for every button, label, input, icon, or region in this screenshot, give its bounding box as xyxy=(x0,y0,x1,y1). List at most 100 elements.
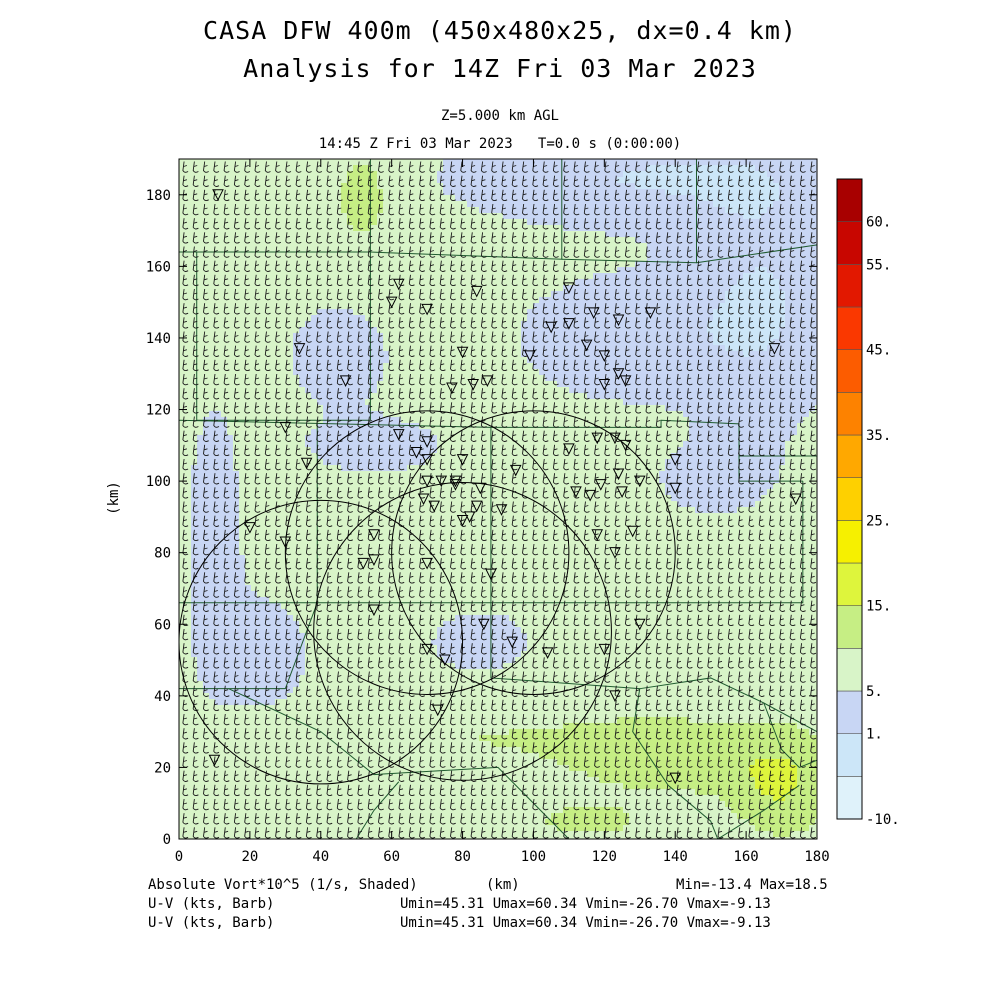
wind-barb xyxy=(460,614,467,627)
wind-barb xyxy=(388,373,395,386)
wind-barb xyxy=(522,614,528,627)
wind-barb xyxy=(285,331,292,343)
wind-barb xyxy=(707,232,714,244)
x-tick-label: 120 xyxy=(592,849,617,865)
wind-barb xyxy=(769,458,775,471)
barb-label-1: U-V (kts, Barb) xyxy=(148,896,275,912)
colorbar-frame xyxy=(836,178,863,820)
wind-barb xyxy=(203,798,209,811)
wind-barb xyxy=(378,430,384,442)
wind-barb xyxy=(233,288,240,301)
wind-barb xyxy=(326,430,333,442)
wind-barb xyxy=(460,260,467,272)
wind-barb xyxy=(748,218,755,230)
wind-barb xyxy=(748,798,755,811)
wind-barb xyxy=(378,345,384,357)
wind-barb xyxy=(799,218,806,230)
wind-barb xyxy=(542,572,549,584)
wind-barb xyxy=(769,373,775,386)
wind-barb xyxy=(347,614,354,627)
wind-barb xyxy=(357,303,364,315)
wind-barb xyxy=(347,473,354,485)
wind-barb xyxy=(758,685,765,697)
wind-barb xyxy=(305,728,312,740)
wind-barb xyxy=(275,175,282,187)
x-tick-label: 0 xyxy=(175,849,183,865)
wind-barb xyxy=(378,827,384,839)
wind-barb xyxy=(357,345,364,357)
wind-barb xyxy=(491,643,498,655)
wind-barb xyxy=(419,260,426,272)
wind-barb xyxy=(655,444,662,457)
wind-barb xyxy=(233,373,240,386)
colorbar-cell xyxy=(836,690,863,734)
wind-barb xyxy=(470,203,477,216)
wind-barb xyxy=(470,317,477,329)
wind-barb xyxy=(758,345,765,357)
wind-barb xyxy=(707,373,714,386)
wind-barb xyxy=(676,572,683,584)
wind-barb xyxy=(635,770,642,782)
wind-barb xyxy=(697,600,703,612)
wind-barb xyxy=(604,402,611,414)
wind-barb xyxy=(501,784,508,797)
wind-barb xyxy=(429,161,436,173)
wind-barb xyxy=(676,218,683,230)
wind-barb xyxy=(666,487,673,499)
wind-barb xyxy=(347,713,354,726)
wind-barb xyxy=(758,515,765,527)
wind-barb xyxy=(707,416,714,428)
wind-barb xyxy=(614,742,621,754)
wind-barb xyxy=(408,657,415,669)
wind-barb xyxy=(501,600,508,612)
colorbar-cell xyxy=(836,392,863,436)
wind-barb xyxy=(305,232,312,244)
wind-barb xyxy=(347,728,354,740)
wind-barb xyxy=(357,742,364,754)
wind-barb xyxy=(686,359,693,372)
wind-barb xyxy=(552,274,559,287)
wind-barb xyxy=(223,175,230,187)
wind-barb xyxy=(275,246,282,258)
wind-barb xyxy=(233,487,240,499)
wind-barb xyxy=(244,473,251,485)
wind-barb xyxy=(769,303,775,315)
station-marker xyxy=(470,500,483,513)
wind-barb xyxy=(367,430,374,442)
wind-barb xyxy=(727,345,734,357)
wind-barb xyxy=(769,529,775,542)
wind-barb xyxy=(511,586,518,598)
wind-barb xyxy=(347,643,354,655)
wind-barb xyxy=(799,189,806,202)
wind-barb xyxy=(203,218,209,230)
wind-barb xyxy=(450,260,456,272)
wind-barb xyxy=(182,685,189,697)
wind-barb xyxy=(645,317,652,329)
station-marker xyxy=(446,382,458,395)
wind-barb xyxy=(244,246,251,258)
wind-barb xyxy=(594,218,601,230)
wind-barb xyxy=(357,317,364,329)
wind-barb xyxy=(491,600,498,612)
wind-barb xyxy=(563,501,570,513)
wind-barb xyxy=(655,685,662,697)
wind-barb xyxy=(727,359,734,372)
wind-barb xyxy=(285,444,292,457)
wind-barb xyxy=(408,260,415,272)
wind-barb xyxy=(552,813,559,825)
wind-barb xyxy=(594,246,601,258)
wind-barb xyxy=(501,402,508,414)
wind-barb xyxy=(583,798,590,811)
wind-barb xyxy=(408,713,415,726)
wind-barb xyxy=(748,742,755,754)
wind-barb xyxy=(655,260,662,272)
wind-barb xyxy=(480,699,487,712)
wind-barb xyxy=(583,572,590,584)
wind-barb xyxy=(460,402,467,414)
wind-barb xyxy=(357,572,364,584)
wind-barb xyxy=(624,175,631,187)
wind-barb xyxy=(439,600,446,612)
wind-barb xyxy=(738,657,745,669)
wind-barb xyxy=(419,515,426,527)
wind-barb xyxy=(295,359,302,372)
